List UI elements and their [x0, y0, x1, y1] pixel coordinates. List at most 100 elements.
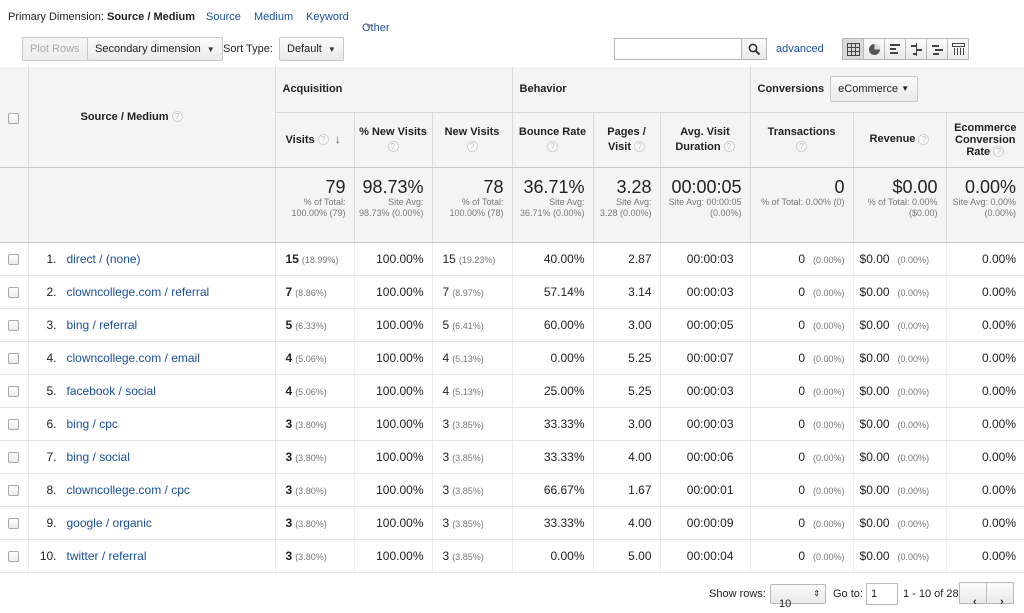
data-view-button[interactable] — [842, 38, 864, 60]
secondary-dimension-dropdown[interactable]: Secondary dimension ▼ — [87, 37, 223, 61]
help-icon[interactable]: ? — [387, 141, 399, 153]
dimension-medium-link[interactable]: Medium — [254, 11, 294, 23]
help-icon[interactable]: ? — [993, 146, 1005, 158]
row-checkbox[interactable] — [8, 550, 20, 562]
dimension-keyword-link[interactable]: Keyword — [306, 11, 349, 23]
source-medium-link[interactable]: clowncollege.com / referral — [66, 284, 210, 299]
source-medium-link[interactable]: twitter / referral — [66, 548, 147, 563]
transactions-value: 0 — [798, 251, 805, 266]
plot-rows-button[interactable]: Plot Rows — [22, 37, 88, 61]
new-visits-pct: (8.97%) — [452, 287, 484, 298]
visits-pct: (3.80%) — [295, 452, 327, 463]
pages-visit-column-header[interactable]: Pages / Visit ? — [593, 112, 661, 168]
bounce-rate-cell: 33.33% — [512, 407, 594, 441]
avg-duration-cell: 00:00:01 — [660, 473, 751, 507]
row-checkbox[interactable] — [8, 286, 20, 298]
row-checkbox[interactable] — [8, 385, 20, 397]
sort-type-dropdown[interactable]: Default ▼ — [279, 37, 344, 61]
total-visits-value: 79 — [325, 176, 346, 197]
revenue-pct: (0.00%) — [897, 386, 930, 397]
percentage-view-button[interactable] — [863, 38, 885, 60]
show-rows-select[interactable]: 10 ⇕ — [770, 584, 826, 610]
help-icon[interactable]: ? — [796, 141, 808, 153]
search-button[interactable] — [741, 38, 767, 60]
bounce-rate-cell: 25.00% — [512, 374, 594, 408]
total-new-visits-pct-sub: Site Avg: 98.73% (0.00%) — [358, 196, 424, 218]
avg-duration-column-header[interactable]: Avg. Visit Duration ? — [660, 112, 751, 168]
source-medium-link[interactable]: direct / (none) — [66, 251, 141, 266]
help-icon[interactable]: ? — [171, 111, 183, 123]
select-all-checkbox[interactable] — [8, 112, 20, 124]
new-visits-pct: (5.13%) — [452, 353, 484, 364]
row-checkbox[interactable] — [8, 484, 20, 496]
advanced-filter-link[interactable]: advanced — [776, 43, 824, 55]
ecommerce-rate-cell: 0.00% — [946, 473, 1024, 507]
revenue-value: $0.00 — [859, 284, 890, 299]
help-icon[interactable]: ? — [634, 141, 646, 153]
new-visits-pct-column-header[interactable]: % New Visits? — [354, 112, 433, 168]
total-bounce-rate-sub: Site Avg: 36.71% (0.00%) — [519, 196, 585, 218]
new-visits-column-header[interactable]: New Visits? — [432, 112, 513, 168]
row-checkbox-cell — [0, 308, 29, 342]
bounce-rate-column-header[interactable]: Bounce Rate? — [512, 112, 594, 168]
revenue-column-header[interactable]: Revenue ? — [853, 112, 947, 168]
row-checkbox[interactable] — [8, 352, 20, 364]
help-icon[interactable]: ? — [918, 133, 930, 145]
pages-visit-cell: 1.67 — [593, 473, 661, 507]
avg-duration-cell: 00:00:09 — [660, 506, 751, 540]
comparison-view-button[interactable] — [905, 38, 927, 60]
total-avg-duration-sub: Site Avg: 00:00:05 (0.00%) — [668, 196, 742, 218]
total-visits-sub: % of Total: 100.00% (79) — [291, 196, 346, 218]
row-checkbox[interactable] — [8, 517, 20, 529]
dimension-source-link[interactable]: Source — [206, 11, 241, 23]
table-row: 2. clowncollege.com / referral 7 (8.86%) 100… — [0, 275, 1024, 309]
new-visits-value: 3 — [442, 416, 450, 431]
source-medium-link[interactable]: clowncollege.com / email — [66, 350, 200, 365]
transactions-column-header[interactable]: Transactions? — [750, 112, 854, 168]
source-medium-link[interactable]: bing / social — [66, 449, 130, 464]
transactions-pct: (0.00%) — [813, 386, 845, 397]
source-medium-link[interactable]: bing / cpc — [66, 416, 118, 431]
revenue-value: $0.00 — [859, 515, 890, 530]
table-row: 7. bing / social 3 (3.80%) 100.00% 3 (3.85%) 33… — [0, 440, 1024, 474]
primary-dimension-bar: Primary Dimension: Source / Medium Sourc… — [0, 0, 1024, 34]
pages-visit-header-label: Pages / Visit — [607, 125, 646, 153]
bounce-rate-cell: 33.33% — [512, 440, 594, 474]
ecommerce-rate-column-header[interactable]: Ecommerce Conversion Rate ? — [946, 112, 1024, 168]
source-medium-link[interactable]: facebook / social — [66, 383, 156, 398]
next-page-button[interactable]: › — [986, 582, 1014, 608]
term-cloud-view-button[interactable] — [926, 38, 948, 60]
pivot-view-button[interactable] — [947, 38, 969, 60]
conversions-goal-dropdown[interactable]: eCommerce ▼ — [830, 76, 919, 103]
visits-pct: (5.06%) — [295, 353, 327, 364]
avg-duration-cell: 00:00:03 — [660, 374, 751, 408]
source-medium-link[interactable]: google / organic — [66, 515, 152, 530]
pages-visit-cell: 5.00 — [593, 539, 661, 573]
avg-duration-cell: 00:00:04 — [660, 539, 751, 573]
source-medium-header[interactable]: Source / Medium ? — [28, 67, 276, 168]
row-checkbox[interactable] — [8, 253, 20, 265]
transactions-cell: 0 (0.00%) — [750, 539, 854, 573]
help-icon[interactable]: ? — [723, 141, 735, 153]
row-checkbox[interactable] — [8, 418, 20, 430]
visits-column-header[interactable]: Visits ? ↓ — [275, 112, 355, 168]
performance-view-button[interactable] — [884, 38, 906, 60]
row-checkbox-cell — [0, 539, 29, 573]
help-icon[interactable]: ? — [547, 141, 559, 153]
bounce-rate-cell: 0.00% — [512, 341, 594, 375]
chevron-left-icon: ‹ — [973, 596, 977, 608]
goto-page-input[interactable]: 1 — [866, 583, 898, 605]
row-checkbox[interactable] — [8, 451, 20, 463]
help-icon[interactable]: ? — [317, 134, 329, 146]
help-icon[interactable]: ? — [466, 141, 478, 153]
row-checkbox[interactable] — [8, 319, 20, 331]
prev-page-button[interactable]: ‹ — [959, 582, 987, 608]
revenue-pct: (0.00%) — [897, 452, 930, 463]
visits-value: 3 — [285, 449, 293, 464]
revenue-value: $0.00 — [859, 350, 890, 365]
source-medium-link[interactable]: clowncollege.com / cpc — [66, 482, 190, 497]
source-medium-link[interactable]: bing / referral — [66, 317, 138, 332]
transactions-value: 0 — [798, 482, 805, 497]
table-search-input[interactable] — [614, 38, 742, 60]
ecommerce-rate-cell: 0.00% — [946, 374, 1024, 408]
